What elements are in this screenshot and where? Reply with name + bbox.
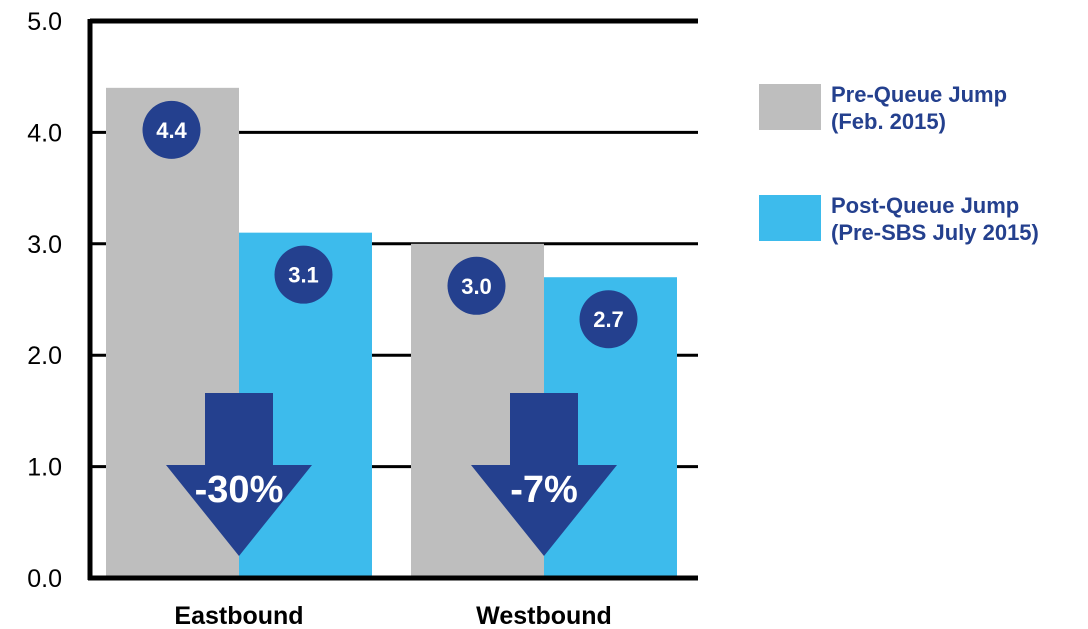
data-label-badge — [142, 100, 201, 159]
data-label: 3.1 — [288, 263, 319, 288]
legend-swatch — [759, 195, 821, 241]
data-labels: 4.4 3.1 3.0 2.7 — [142, 100, 638, 349]
y-tick-label: 4.0 — [27, 119, 62, 147]
data-label-badge — [274, 245, 333, 304]
legend: Pre-Queue Jump(Feb. 2015) Post-Queue Jump… — [759, 82, 1039, 245]
legend-label: (Pre-SBS July 2015) — [831, 220, 1039, 245]
data-label-badge — [579, 290, 638, 349]
change-arrow-westbound — [471, 393, 617, 556]
change-arrows: -30% -7% — [166, 393, 617, 556]
legend-label: Pre-Queue Jump — [831, 82, 1007, 107]
x-tick-label: Westbound — [476, 602, 612, 629]
legend-swatch — [759, 84, 821, 130]
y-tick-label: 3.0 — [27, 231, 62, 259]
legend-label: (Feb. 2015) — [831, 109, 946, 134]
y-tick-label: 0.0 — [27, 565, 62, 593]
y-tick-label: 2.0 — [27, 342, 62, 370]
change-arrow-eastbound — [166, 393, 312, 556]
change-label-eastbound: -30% — [195, 469, 284, 511]
y-tick-label: 5.0 — [27, 8, 62, 36]
y-tick-label: 1.0 — [27, 454, 62, 482]
data-label: 4.4 — [156, 118, 187, 143]
data-label: 2.7 — [593, 307, 624, 332]
data-label-badge — [447, 256, 506, 315]
x-tick-label: Eastbound — [174, 602, 303, 629]
axes: 0.0 1.0 2.0 3.0 4.0 5.0 Eastbound Westbound — [27, 8, 698, 629]
change-label-westbound: -7% — [510, 469, 578, 511]
legend-label: Post-Queue Jump — [831, 193, 1019, 218]
data-label: 3.0 — [461, 274, 492, 299]
